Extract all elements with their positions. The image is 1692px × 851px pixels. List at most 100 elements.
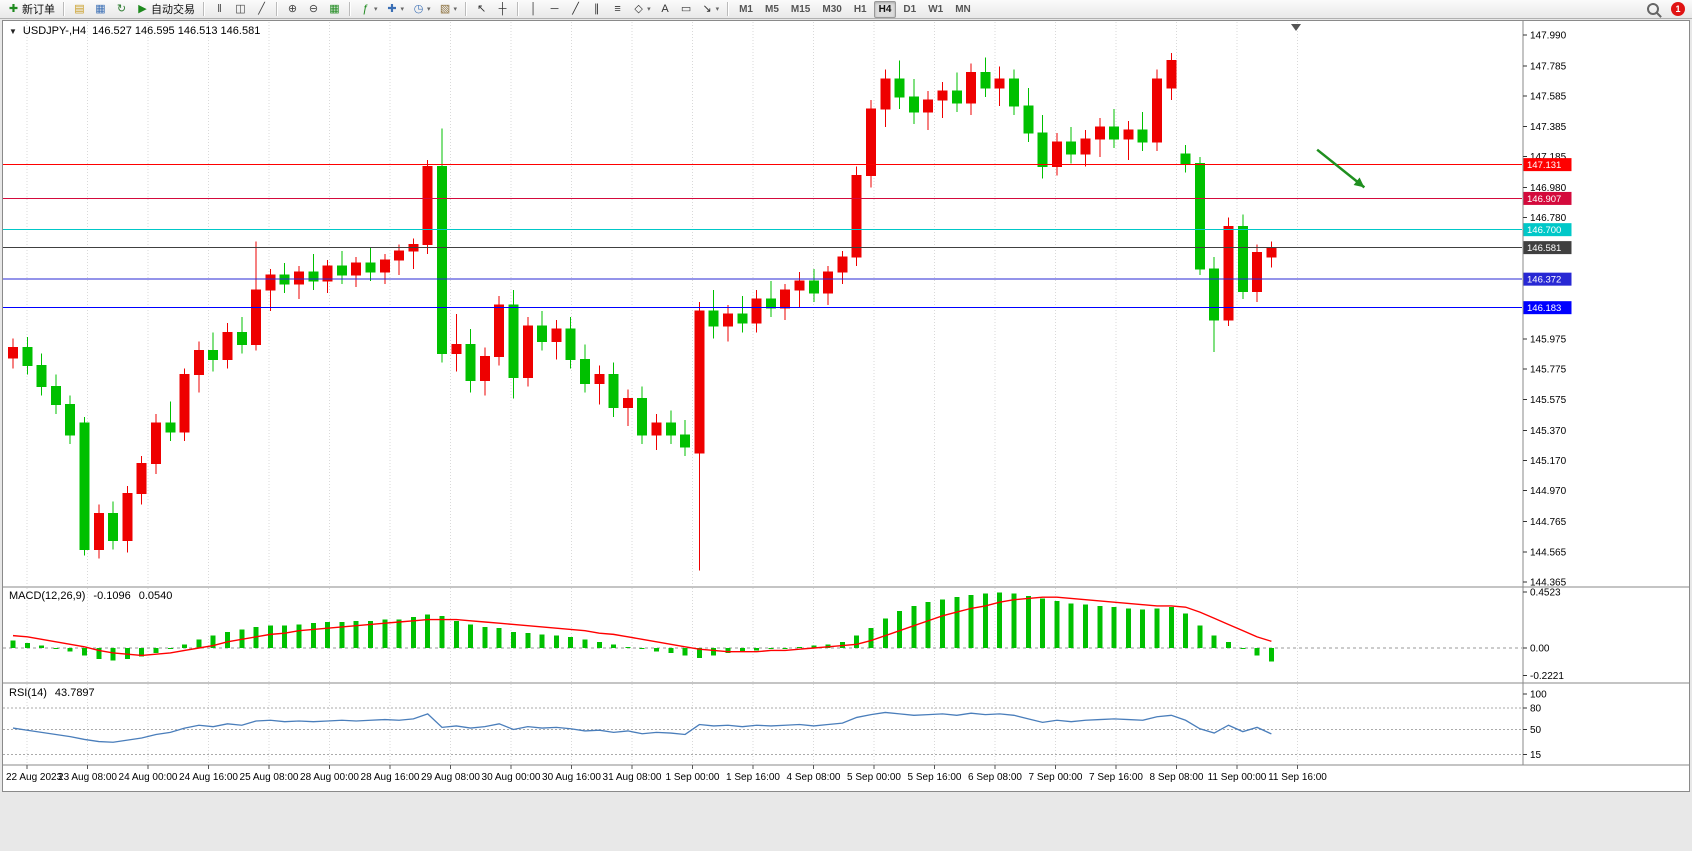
candle (422, 165, 433, 246)
new-order-button-label: 新订单 (22, 4, 55, 16)
horizontal-line-button[interactable]: ─ (545, 0, 564, 19)
time-label: 29 Aug 08:00 (421, 772, 480, 783)
trendline-icon: ╱ (572, 2, 579, 15)
macd-histogram (10, 592, 1274, 662)
timeframe-h1-button[interactable]: H1 (853, 3, 867, 15)
data-window-button[interactable]: ▦ (91, 0, 110, 19)
price-axis: 147.990 147.785 147.585 147.385 147.185 146.9… (1523, 31, 1572, 589)
new-order-button[interactable]: ✚ 新订单 (4, 0, 58, 19)
candle (694, 310, 705, 454)
time-label: 1 Sep 00:00 (666, 772, 720, 783)
fibonacci-button[interactable]: ≡ (608, 0, 627, 19)
candle (1080, 138, 1091, 155)
bar-chart-button[interactable]: ‖ (210, 0, 229, 19)
candle (594, 374, 605, 385)
timeframe-m15-button[interactable]: M15 (790, 3, 811, 15)
chevron-down-icon: ▾ (374, 6, 378, 13)
candle (50, 386, 61, 406)
template-icon: ▧ (439, 2, 451, 15)
periods-button[interactable]: ◷ ▾ (409, 0, 434, 19)
shapes-button[interactable]: ◇ ▾ (629, 0, 654, 19)
chart-canvas[interactable]: 147.990 147.785 147.585 147.385 147.185 146.9… (3, 21, 1689, 791)
candle (1123, 129, 1134, 140)
add-indicator-icon: ✚ (387, 2, 397, 15)
candle (365, 262, 376, 273)
candle (1037, 132, 1048, 167)
rsi-value: 43.7897 (54, 687, 95, 699)
tile-windows-button[interactable]: ▦ (325, 0, 344, 19)
macd-axis-label: 0.00 (1530, 644, 1550, 655)
price-axis-label: 144.765 (1530, 517, 1567, 528)
candle (65, 404, 76, 436)
search-button[interactable] (1644, 0, 1662, 19)
svg-text:146.372: 146.372 (1527, 275, 1561, 286)
timeframe-d1-button[interactable]: D1 (903, 3, 917, 15)
macd-signal-line (12, 596, 1272, 657)
candle (522, 325, 533, 379)
price-axis-label: 146.980 (1530, 183, 1567, 194)
svg-text:146.907: 146.907 (1527, 194, 1561, 205)
time-label: 7 Sep 16:00 (1089, 772, 1143, 783)
zoom-out-icon: ⊖ (308, 2, 319, 15)
candle (93, 512, 104, 551)
timeframe-m5-button[interactable]: M5 (765, 3, 779, 15)
price-axis-label: 145.975 (1530, 335, 1567, 346)
candle (479, 355, 490, 382)
toolbar-buttons: ✚ 新订单 ▤ ▦ ↻ ▶ 自动交易 ‖ ◫ ╱ ⊕ ⊖ ▦ ƒ ▾ ✚ ▾ ◷ ▾ ▧ ▾ ↖ ┼ │ ─ ╱ ∥ ≡ ◇ ▾ A ▭ ↘ ▾ (3, 0, 733, 18)
macd-main-value: -0.1096 (93, 590, 131, 602)
candle (508, 304, 519, 379)
text-label-button[interactable]: ▭ (677, 0, 696, 19)
toolbar-separator (63, 2, 65, 16)
text-button[interactable]: A (656, 0, 675, 19)
timeframe-mn-button[interactable]: MN (955, 3, 971, 15)
channel-button[interactable]: ∥ (587, 0, 606, 19)
timeframe-w1-button[interactable]: W1 (928, 3, 944, 15)
refresh-button[interactable]: ↻ (112, 0, 131, 19)
chart-title-dropdown-icon[interactable]: ▼ (9, 26, 17, 36)
rsi-axis-label: 15 (1530, 750, 1542, 761)
candle (1137, 129, 1148, 143)
candle (208, 349, 219, 360)
timeframe-m1-button[interactable]: M1 (739, 3, 753, 15)
candle (794, 280, 805, 291)
candle (708, 310, 719, 327)
candle (608, 374, 619, 409)
market-watch-button[interactable]: ▤ (70, 0, 89, 19)
toolbar-separator (349, 2, 351, 16)
candle (908, 96, 919, 113)
cursor-button[interactable]: ↖ (472, 0, 491, 19)
line-chart-icon: ╱ (258, 2, 265, 15)
vertical-line-button[interactable]: │ (524, 0, 543, 19)
price-axis-label: 145.370 (1530, 426, 1567, 437)
notification-badge[interactable]: 1 (1671, 2, 1685, 16)
toolbar: ✚ 新订单 ▤ ▦ ↻ ▶ 自动交易 ‖ ◫ ╱ ⊕ ⊖ ▦ ƒ ▾ ✚ ▾ ◷ ▾ ▧ ▾ ↖ ┼ │ ─ ╱ ∥ ≡ ◇ ▾ A ▭ ↘ ▾ … (0, 0, 1692, 19)
templates-button[interactable]: ▧ ▾ (436, 0, 461, 19)
zoom-out-button[interactable]: ⊖ (304, 0, 323, 19)
text-label-icon: ▭ (680, 2, 692, 15)
candle (322, 265, 333, 282)
chart-ohlc-values: 146.527 146.595 146.513 146.581 (92, 25, 261, 37)
add-indicator-button[interactable]: ✚ ▾ (383, 0, 408, 19)
new-order-icon: ✚ (8, 2, 19, 15)
price-axis-label: 146.780 (1530, 213, 1567, 224)
candle (336, 265, 347, 276)
arrows-button[interactable]: ↘ ▾ (698, 0, 723, 19)
candle (265, 274, 276, 291)
chart-window[interactable]: 147.990 147.785 147.585 147.385 147.185 146.9… (2, 20, 1690, 792)
line-chart-button[interactable]: ╱ (252, 0, 271, 19)
arrow-annotation (1316, 148, 1366, 189)
timeframe-h4-button[interactable]: H4 (873, 0, 897, 18)
candle (351, 262, 362, 276)
candlestick-chart-button[interactable]: ◫ (231, 0, 250, 19)
auto-trading-button[interactable]: ▶ 自动交易 (133, 0, 198, 19)
toolbar-separator (727, 2, 730, 16)
timeframe-m30-button[interactable]: M30 (822, 3, 842, 15)
candle (222, 331, 233, 360)
indicators-button[interactable]: ƒ ▾ (356, 0, 381, 19)
crosshair-button[interactable]: ┼ (493, 0, 512, 19)
zoom-in-button[interactable]: ⊕ (283, 0, 302, 19)
trendline-button[interactable]: ╱ (566, 0, 585, 19)
price-line-label (1523, 191, 1572, 205)
zoom-in-icon: ⊕ (287, 2, 298, 15)
cursor-icon: ↖ (476, 2, 487, 15)
